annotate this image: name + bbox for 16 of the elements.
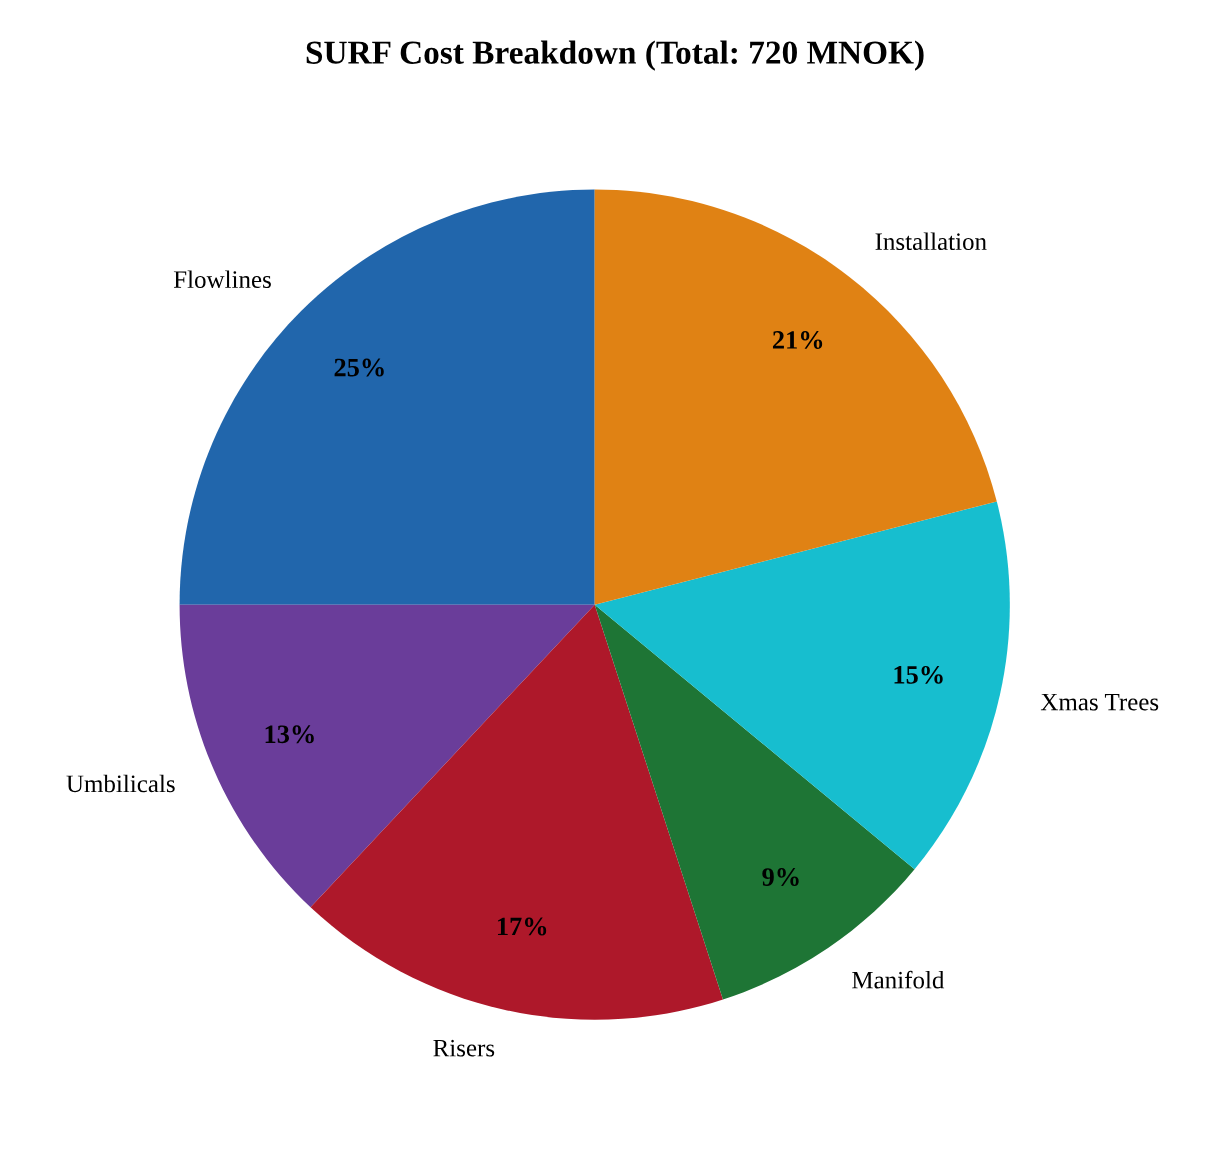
slice-label: Risers <box>433 1039 495 1057</box>
data-label: 13% <box>265 725 314 744</box>
slice-label: Xmas Trees <box>1040 693 1159 711</box>
pie-slice <box>179 604 595 908</box>
slice-label: Umbilicals <box>66 774 175 793</box>
pie-slice <box>594 189 997 605</box>
slice-label: Flowlines <box>173 270 271 289</box>
data-label: 15% <box>894 665 943 684</box>
pie-slice <box>594 501 1010 870</box>
slice-label: Manifold <box>852 970 945 989</box>
slice-label: Installation <box>875 232 987 251</box>
data-label: 9% <box>762 868 799 887</box>
data-label: 17% <box>497 917 547 936</box>
data-label: 25% <box>334 358 384 377</box>
chart-title: SURF Cost Breakdown (Total: 720 MNOK) <box>306 40 924 71</box>
data-label: 21% <box>772 331 823 349</box>
